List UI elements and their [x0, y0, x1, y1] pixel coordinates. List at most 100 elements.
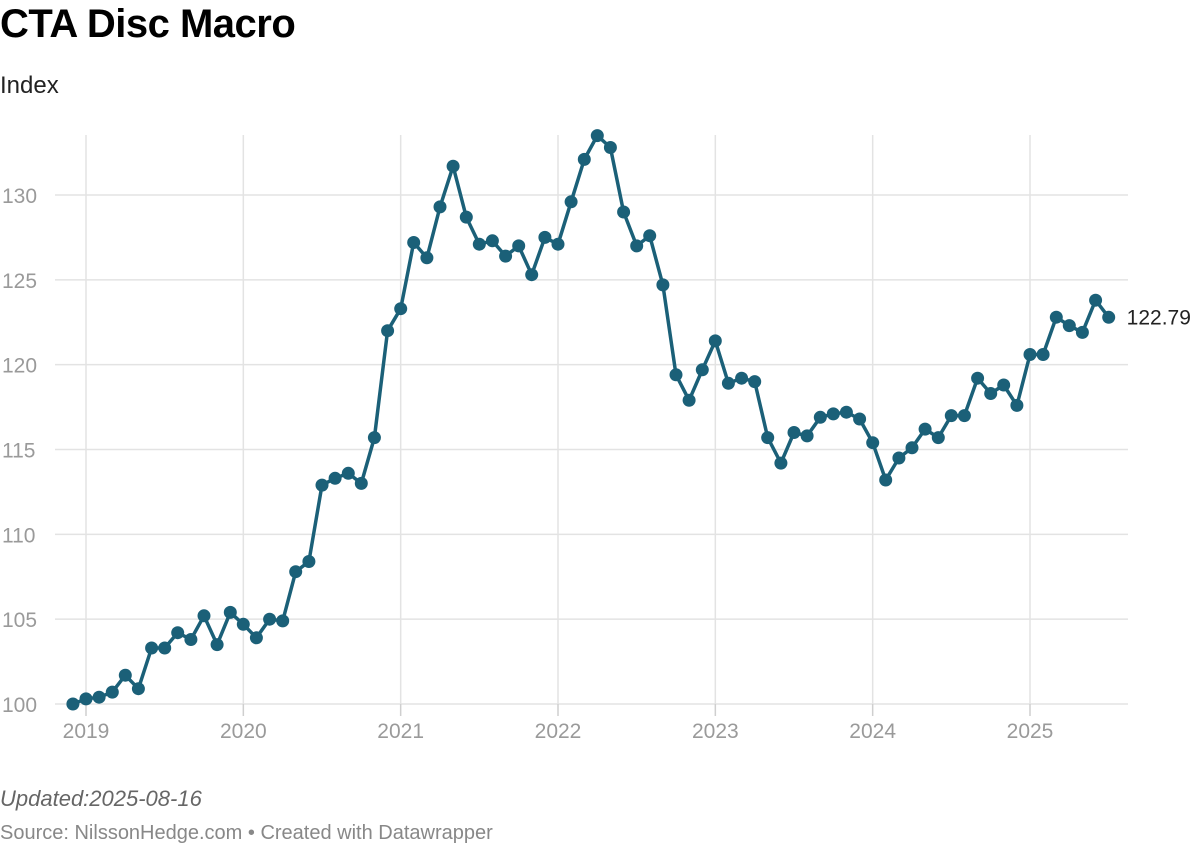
data-point: [1036, 348, 1050, 361]
gridlines: [55, 135, 1128, 716]
data-point: [328, 471, 342, 485]
updated-note: Updated:2025-08-16: [0, 786, 202, 811]
end-value-label: 122.79: [1127, 306, 1191, 329]
data-point: [735, 371, 749, 385]
y-tick-label: 115: [2, 440, 35, 463]
data-point: [354, 476, 368, 490]
data-point: [617, 205, 631, 219]
data-point: [551, 237, 565, 251]
data-point: [276, 614, 290, 628]
data-point: [774, 456, 788, 470]
data-point: [145, 641, 159, 655]
data-point: [381, 324, 395, 338]
data-point: [630, 239, 644, 253]
data-point: [643, 229, 657, 243]
data-point: [1010, 398, 1024, 412]
data-point: [761, 431, 775, 445]
data-point: [1089, 293, 1103, 307]
x-tick-label: 2022: [535, 720, 582, 743]
data-point: [472, 237, 486, 251]
data-point: [708, 334, 722, 348]
data-point: [341, 466, 355, 480]
data-point: [1049, 310, 1063, 324]
data-point: [512, 239, 526, 253]
data-point: [721, 376, 735, 390]
chart-title: CTA Disc Macro: [0, 2, 296, 46]
data-point: [813, 410, 827, 424]
data-point: [118, 668, 132, 682]
x-tick-label: 2025: [1007, 720, 1054, 743]
data-point: [839, 405, 853, 419]
data-point: [249, 631, 263, 645]
data-point: [748, 375, 762, 389]
data-point: [525, 268, 539, 282]
data-point: [459, 210, 473, 224]
data-point: [577, 152, 591, 166]
data-point: [590, 129, 604, 143]
data-point: [433, 200, 447, 214]
data-point: [695, 363, 709, 377]
data-point: [603, 141, 617, 154]
data-point: [223, 605, 237, 619]
data-point: [1102, 310, 1116, 324]
data-point: [669, 368, 683, 382]
data-point: [92, 690, 106, 704]
data-point: [800, 429, 814, 443]
data-point: [302, 555, 316, 568]
y-axis-ticks: 100 105 110 115 120 125 130: [2, 185, 37, 717]
data-point: [197, 609, 211, 623]
y-tick-label: 125: [2, 270, 37, 293]
x-tick-label: 2023: [692, 720, 739, 743]
data-point: [564, 195, 578, 209]
data-point: [394, 302, 408, 316]
data-point: [105, 685, 119, 699]
data-point: [787, 426, 801, 439]
data-point: [263, 612, 277, 626]
data-point: [957, 409, 971, 423]
y-tick-label: 110: [2, 524, 35, 547]
data-point: [879, 473, 893, 487]
data-point: [236, 617, 250, 631]
y-tick-label: 105: [2, 609, 37, 632]
data-point: [971, 371, 985, 385]
data-point: [158, 641, 172, 655]
x-axis-ticks: 2019 2020 2021 2022 2023 2024 2025: [63, 720, 1054, 743]
data-point: [866, 436, 880, 450]
data-point: [485, 234, 499, 248]
data-point: [184, 633, 198, 646]
data-point: [853, 412, 867, 426]
data-point: [1023, 348, 1037, 361]
data-point: [407, 236, 421, 249]
data-point: [944, 409, 958, 423]
data-point: [826, 407, 840, 421]
y-tick-label: 120: [2, 355, 37, 378]
data-point: [210, 638, 224, 652]
data-point: [918, 422, 932, 436]
data-point: [682, 393, 696, 407]
chart-subtitle: Index: [0, 72, 59, 99]
data-point: [315, 478, 329, 492]
series-points: [66, 129, 1116, 711]
data-point: [1075, 325, 1089, 339]
y-tick-label: 100: [2, 694, 37, 717]
x-tick-label: 2021: [377, 720, 424, 743]
y-tick-label: 130: [2, 185, 37, 208]
data-point: [420, 251, 434, 265]
x-tick-label: 2024: [849, 720, 896, 743]
data-point: [997, 378, 1011, 392]
data-point: [131, 682, 145, 696]
data-point: [538, 230, 552, 244]
x-tick-label: 2020: [220, 720, 267, 743]
data-point: [79, 692, 93, 706]
data-point: [289, 565, 303, 579]
source-note: Source: NilssonHedge.com • Created with …: [0, 822, 493, 844]
data-point: [984, 387, 998, 400]
data-point: [905, 441, 919, 455]
data-point: [656, 278, 670, 292]
data-point: [171, 626, 185, 640]
data-point: [367, 431, 381, 445]
data-point: [931, 431, 945, 445]
data-point: [892, 451, 906, 465]
data-point: [499, 249, 513, 263]
